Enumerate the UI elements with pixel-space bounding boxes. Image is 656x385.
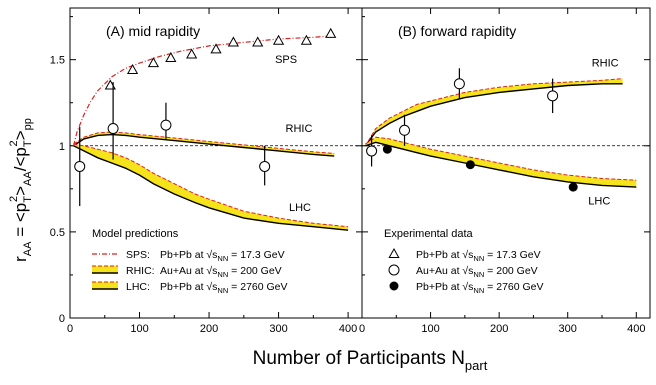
panel-a-legend-title: Model predictions [92,228,179,240]
panel-a-rhic-data-point [259,160,271,172]
panel-a-sps-data-point [252,36,264,47]
panel-a-y-tick-label: 0 [59,313,65,325]
panel-b-lhc-line-upper [365,136,637,181]
panel-a-legend-item-2-text: Au+Au at √sNN = 200 GeV [160,265,282,279]
panel-a-y-tick-label: 0.5 [50,227,65,239]
panel-a-y-tick-label: 1 [59,141,65,153]
panel-a-rhic-data-point [160,119,172,131]
panel-a-legend-item-2-text-energy: = 200 GeV [228,265,281,277]
panel-a-sps-data-point [147,57,160,68]
panel-a-lhc-line-upper [73,143,349,228]
panel-a-legend-item-2-swatch [92,266,118,273]
panel-b-legend-item-2-text-s: s [468,265,473,277]
panel-a-sps-data-point [300,34,312,45]
panel-a-rhic-data-point [107,123,119,135]
panel-a-sps-data-point [210,43,222,54]
panel-b-legend-item-2-marker [388,264,400,276]
panel-b-legend-item-1-text-prefix: Pb+Pb at √ [416,249,468,261]
panel-a-legend-item-3-text: Pb+Pb at √sNN = 2760 GeV [160,281,288,295]
panel-a-title: (A) mid rapidity [106,23,200,39]
panel-a-label-rhic: RHIC [286,123,313,135]
panel-b-frame [361,7,651,319]
panel-a-x-tick-label: 400 [339,323,357,335]
panel-a-legend-item-1-text-nn: NN [217,254,228,263]
panel-a-y-tick-label: 1.5 [50,55,65,67]
panel-b-title: (B) forward rapidity [398,23,516,39]
panel-a-sps-data-point [126,63,139,74]
panel-a-sps-line [72,35,335,146]
panel-b-rhic-data-point [453,78,465,90]
panel-b-legend-item-3-text-nn: NN [473,286,484,295]
panel-b-rhic-data-point [399,124,411,136]
panel-a-x-tick-label: 100 [130,323,148,335]
panel-b-legend-item-2-text-prefix: Au+Au at √ [416,265,468,277]
panel-a-rhic-line-upper [73,131,335,154]
panel-a-x-tick-label: 200 [200,323,218,335]
panel-a-legend-item-1-text: Pb+Pb at √sNN = 17.3 GeV [160,249,285,263]
panel-b-x-tick-label: 400 [627,323,645,335]
panel-a-lhc-band [73,144,349,231]
panel-a-legend-item-1-text-prefix: Pb+Pb at √ [160,249,212,261]
panel-b-rhic-line-lower [364,83,623,147]
panel-b-legend-item-3-text-prefix: Pb+Pb at √ [416,281,468,293]
panel-b-rhic-data-point [547,90,559,102]
panel-b-x-tick-label: 0 [359,323,365,335]
panel-b-legend-item-1-text-s: s [468,249,473,261]
panel-b-legend-item-2-text-nn: NN [473,270,484,279]
panel-b-legend-item-3-text-energy: = 2760 GeV [484,281,543,293]
panel-a-legend-item-3-text-s: s [212,281,217,293]
panel-a-legend-item-3-key: LHC: [126,281,150,293]
panel-a-sps-data-point [272,34,285,45]
panel-b-rhic-data-point [366,145,378,157]
panel-a-label-lhc: LHC [289,202,311,214]
panel-a-sps-data-point [165,51,177,62]
panel-a-legend-item-3-text-nn: NN [217,286,228,295]
panel-a-x-tick-label: 300 [269,323,287,335]
panel-b-legend-item-2-text-energy: = 200 GeV [484,265,537,277]
panel-b-legend-item-1-text-nn: NN [473,254,484,263]
panel-b-x-tick-label: 200 [490,323,508,335]
panel-a-legend-item-3-text-energy: = 2760 GeV [228,281,287,293]
panel-a-x-tick-label: 0 [67,323,73,335]
panel-a-sps-data-point [325,27,337,38]
panel-b-legend-item-1-text-energy: = 17.3 GeV [484,249,540,261]
panel-a-legend-item-2-text-nn: NN [217,270,228,279]
panel-b-lhc-band [365,137,637,188]
panel-b-legend-item-2-text: Au+Au at √sNN = 200 GeV [416,265,538,279]
panel-b-lhc-data-point [465,160,475,170]
y-axis-label: rAA = <pT2>AA/<pT2>pp [8,118,34,262]
panel-b-legend-item-1-marker [388,247,400,258]
panel-b-legend-item-1-text: Pb+Pb at √sNN = 17.3 GeV [416,249,541,263]
panel-a-lhc-line-lower [73,145,349,231]
panel-a-legend-item-2-text-s: s [212,265,217,277]
panel-b-x-tick-label: 100 [421,323,439,335]
panel-b-x-tick-label: 300 [559,323,577,335]
panel-a-rhic-line-lower [73,133,335,157]
panel-b: 0 100 200 300 400 (B) forward rapidity RHIC LHC… [359,7,651,335]
panel-a-label-sps: SPS [275,54,297,66]
panel-b-legend-title: Experimental data [384,228,474,240]
panel-b-legend-item-3-text-s: s [468,281,473,293]
panel-a-legend-item-3-swatch [92,282,118,289]
panel-b-lhc-data-point [382,144,392,154]
panel-b-legend-item-3-text: Pb+Pb at √sNN = 2760 GeV [416,281,544,295]
panel-b-rhic-line-upper [364,78,623,147]
panel-b-label-rhic: RHIC [592,58,619,70]
x-axis-label: Number of Participants Npart [253,348,488,373]
panel-a-rhic-data-point [74,160,86,172]
panel-a-legend-item-2-text-prefix: Au+Au at √ [160,265,212,277]
panel-b-label-lhc: LHC [588,195,610,207]
panel-a-legend-item-1-key: SPS: [126,249,150,261]
panel-a-legend-item-2-key: RHIC: [126,265,155,277]
panel-a-legend-item-1-text-s: s [212,249,217,261]
panel-b-lhc-data-point [568,182,578,192]
panel-a-sps-data-point [227,36,239,47]
panel-a-sps-data-point [186,48,198,59]
panel-a-legend-item-1-text-energy: = 17.3 GeV [228,249,284,261]
panel-b-legend-item-3-marker [389,281,399,291]
panel-a-legend-item-3-text-prefix: Pb+Pb at √ [160,281,212,293]
panel-b-rhic-band [365,78,623,146]
